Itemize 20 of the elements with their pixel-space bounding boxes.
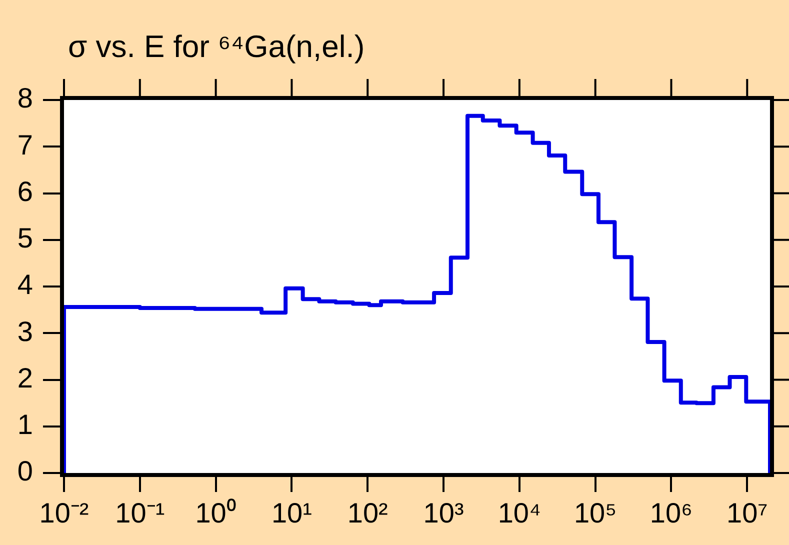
x-tick-label: 10⁻¹ xyxy=(115,498,165,529)
y-tick-label: 1 xyxy=(17,409,33,440)
x-tick-label: 10² xyxy=(347,498,388,529)
y-tick-label: 5 xyxy=(17,222,33,254)
x-tick-label: 10⁰ xyxy=(195,498,236,529)
x-tick-label: 10³ xyxy=(423,498,464,529)
y-tick-label: 3 xyxy=(17,316,33,347)
y-tick-label: 6 xyxy=(17,176,33,207)
x-tick-label: 10⁶ xyxy=(650,498,693,529)
y-tick-label: 2 xyxy=(17,362,33,394)
x-tick-label: 10⁻² xyxy=(39,498,89,529)
y-tick-label: 8 xyxy=(17,82,33,114)
x-tick-label: 10⁷ xyxy=(726,498,768,529)
x-tick-label: 10¹ xyxy=(271,498,312,529)
chart-title: σ vs. E for ⁶⁴Ga(n,el.) xyxy=(68,29,365,64)
y-tick-label: 4 xyxy=(17,269,33,300)
y-tick-label: 7 xyxy=(17,129,33,160)
y-tick-label: 0 xyxy=(17,456,33,487)
x-tick-label: 10⁴ xyxy=(498,498,542,529)
x-tick-label: 10⁵ xyxy=(574,498,617,529)
